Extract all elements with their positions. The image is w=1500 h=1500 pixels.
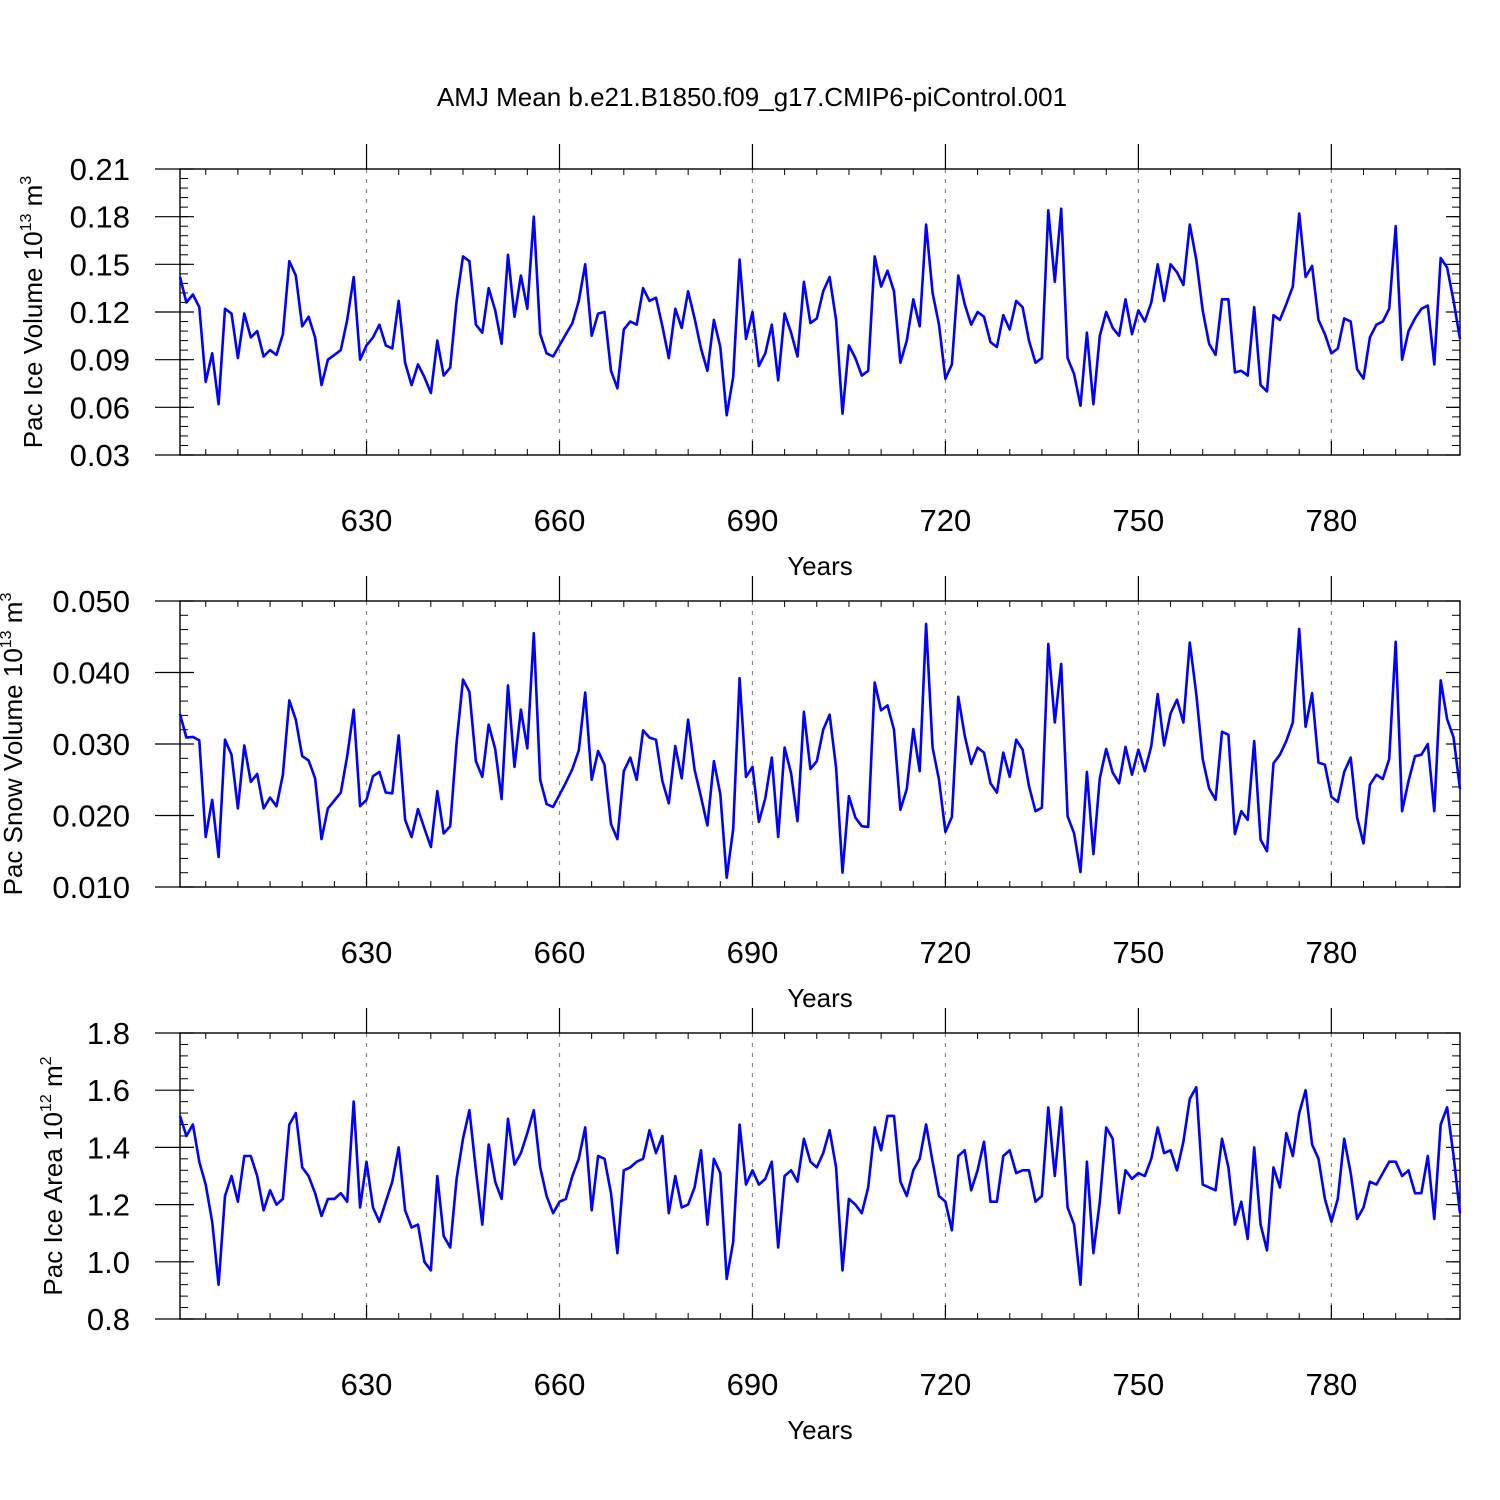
y-axis-label-exp: 13: [0, 630, 15, 648]
y-tick-label: 1.2: [87, 1188, 130, 1223]
series-line: [178, 1086, 1462, 1286]
series-line: [178, 622, 1462, 880]
x-axis-label: Years: [787, 551, 853, 581]
x-tick-label: 660: [534, 935, 586, 970]
panel-2: 630 660 690 720 750 780 0.010 0.020 0.030 0.040 0.…: [0, 576, 1462, 1013]
x-tick-label: 660: [534, 503, 586, 538]
y-tick-label: 0.15: [70, 247, 130, 282]
x-tick-label: 750: [1113, 1367, 1165, 1402]
x-axis-label: Years: [787, 1415, 853, 1445]
y-tick-label: 1.4: [87, 1130, 130, 1165]
y-axis-label-unit-exp: 3: [0, 593, 15, 602]
chart-title: AMJ Mean b.e21.B1850.f09_g17.CMIP6-piCon…: [437, 82, 1067, 112]
x-tick-label: 780: [1305, 935, 1357, 970]
y-axis-label-unit: m: [38, 1065, 68, 1094]
x-tick-label: 750: [1113, 935, 1165, 970]
y-tick-label: 0.09: [70, 343, 130, 378]
y-tick-label: 1.0: [87, 1245, 130, 1280]
x-tick-label: 690: [727, 503, 779, 538]
y-tick-label: 0.040: [52, 656, 130, 691]
plot-frame: [179, 600, 1461, 888]
y-tick-label: 0.21: [70, 152, 130, 187]
y-axis-label: Pac Ice Volume 1013 m3: [18, 176, 48, 449]
y-axis-label-text: Pac Snow Volume 10: [0, 648, 28, 895]
x-tick-label: 780: [1305, 1367, 1357, 1402]
x-tick-label: 630: [341, 1367, 393, 1402]
y-tick-label: 0.8: [87, 1302, 130, 1337]
y-tick-label: 0.010: [52, 870, 130, 905]
x-tick-label: 750: [1113, 503, 1165, 538]
y-axis-label: Pac Snow Volume 1013 m3: [0, 593, 28, 896]
y-tick-label: 0.12: [70, 295, 130, 330]
y-axis-label-unit: m: [18, 185, 48, 214]
y-tick-label: 0.03: [70, 438, 130, 473]
y-axis-label-text: Pac Ice Volume 10: [18, 231, 48, 448]
x-tick-label: 720: [920, 1367, 972, 1402]
x-tick-label: 720: [920, 503, 972, 538]
plot-frame: [179, 1032, 1461, 1320]
y-tick-label: 1.6: [87, 1073, 130, 1108]
y-axis-label-unit-exp: 2: [38, 1056, 55, 1065]
y-tick-label: 1.8: [87, 1016, 130, 1051]
y-axis-label-exp: 12: [38, 1094, 55, 1112]
plot-frame: [179, 168, 1461, 456]
x-axis-label: Years: [787, 983, 853, 1013]
y-axis-label-exp: 13: [18, 213, 35, 231]
y-tick-label: 0.020: [52, 799, 130, 834]
y-axis-label-text: Pac Ice Area 10: [38, 1112, 68, 1296]
panel-1: 630 660 690 720 750 780 0.03 0.06 0.09 0.12 0.15 0.…: [18, 144, 1462, 581]
x-tick-label: 630: [341, 503, 393, 538]
y-axis-label-unit: m: [0, 602, 28, 631]
x-tick-label: 690: [727, 1367, 779, 1402]
x-tick-label: 780: [1305, 503, 1357, 538]
panel-3: 630 660 690 720 750 780 0.8 1.0 1.2 1.4 1.6 1.8 Year…: [38, 1008, 1462, 1445]
x-tick-label: 660: [534, 1367, 586, 1402]
y-tick-label: 0.030: [52, 727, 130, 762]
series-line: [178, 207, 1462, 417]
x-tick-label: 690: [727, 935, 779, 970]
y-tick-label: 0.06: [70, 390, 130, 425]
x-tick-label: 720: [920, 935, 972, 970]
y-tick-label: 0.050: [52, 584, 130, 619]
y-axis-label-unit-exp: 3: [18, 176, 35, 185]
y-tick-label: 0.18: [70, 200, 130, 235]
y-axis-label: Pac Ice Area 1012 m2: [38, 1056, 68, 1295]
x-tick-label: 630: [341, 935, 393, 970]
